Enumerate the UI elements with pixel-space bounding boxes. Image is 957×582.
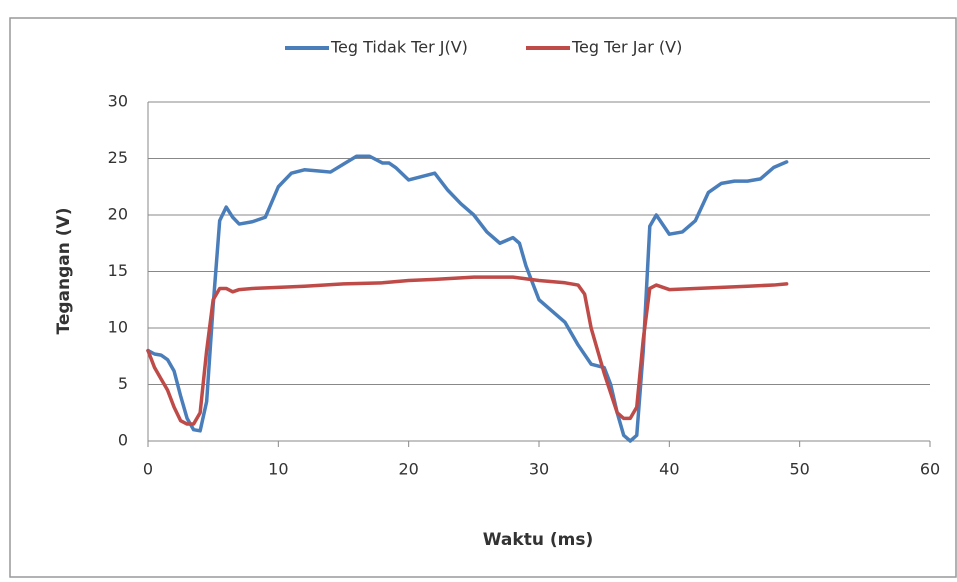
y-tick-label: 0 — [118, 431, 128, 450]
y-tick-label: 25 — [108, 148, 128, 167]
x-tick-label: 0 — [143, 460, 153, 479]
y-tick-label: 5 — [118, 374, 128, 393]
y-axis-title: Tegangan (V) — [54, 208, 74, 335]
y-tick-label: 15 — [108, 261, 128, 280]
x-tick-label: 10 — [268, 460, 288, 479]
x-axis-title: Waktu (ms) — [483, 530, 593, 550]
series-line — [146, 275, 789, 426]
x-tick-label: 50 — [789, 460, 809, 479]
y-tick-label: 30 — [108, 92, 128, 111]
legend-label: Teg Tidak Ter J(V) — [330, 38, 468, 57]
chart-frame — [9, 17, 957, 578]
x-tick-label: 30 — [529, 460, 549, 479]
x-tick-label: 40 — [659, 460, 679, 479]
x-tick-label: 60 — [920, 460, 940, 479]
x-tick-label: 20 — [398, 460, 418, 479]
legend-label: Teg Ter Jar (V) — [571, 38, 682, 57]
y-tick-label: 20 — [108, 205, 128, 224]
series-line — [146, 154, 789, 443]
y-tick-label: 10 — [108, 318, 128, 337]
